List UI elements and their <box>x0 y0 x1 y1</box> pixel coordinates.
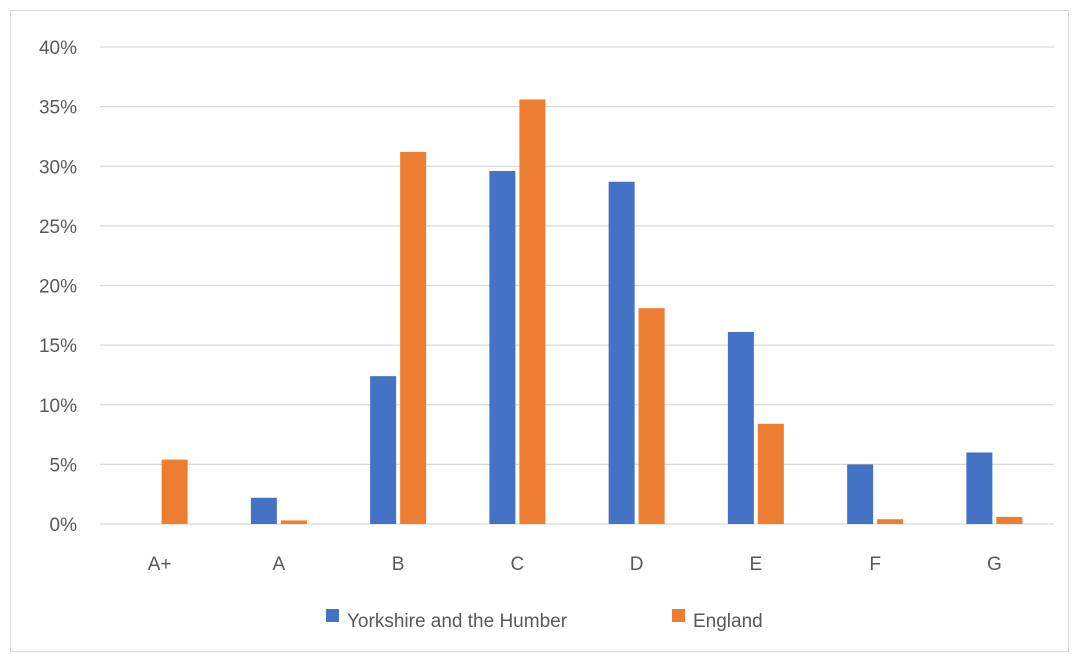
legend-label: England <box>693 611 763 632</box>
legend-swatch <box>326 609 339 622</box>
bar-series-2 <box>877 519 904 524</box>
bars <box>161 99 1023 524</box>
bar-series-2 <box>400 151 427 524</box>
bar-series-1 <box>727 332 754 524</box>
x-tick-label: A <box>273 554 286 575</box>
bar-series-1 <box>489 171 516 524</box>
y-tick-label: 40% <box>39 38 77 59</box>
x-axis-ticks: A+ A B C D E F G <box>148 554 1002 575</box>
bar-series-1 <box>608 181 635 524</box>
bar-series-2 <box>519 99 546 524</box>
x-tick-label: G <box>987 554 1002 575</box>
y-axis-ticks: 0% 5% 10% 15% 20% 25% 30% 35% 40% <box>39 38 77 536</box>
bar-series-2 <box>638 308 665 524</box>
x-tick-label: A+ <box>148 554 172 575</box>
bar-series-1 <box>966 452 993 524</box>
bar-series-2 <box>280 520 307 524</box>
y-tick-label: 15% <box>39 336 77 357</box>
x-tick-label: D <box>630 554 644 575</box>
y-tick-label: 20% <box>39 277 77 298</box>
y-tick-label: 25% <box>39 217 77 238</box>
bar-series-1 <box>847 464 874 524</box>
legend: Yorkshire and the Humber England <box>326 609 763 632</box>
x-tick-label: B <box>392 554 405 575</box>
bar-series-2 <box>161 459 188 524</box>
y-tick-label: 10% <box>39 396 77 417</box>
bar-series-1 <box>370 376 397 524</box>
y-tick-label: 35% <box>39 98 77 119</box>
bar-series-1 <box>250 497 277 524</box>
bar-series-2 <box>996 516 1023 524</box>
bar-series-2 <box>757 423 784 524</box>
gridlines <box>100 46 1054 525</box>
y-tick-label: 0% <box>50 515 78 536</box>
x-tick-label: F <box>869 554 881 575</box>
x-tick-label: E <box>750 554 763 575</box>
x-tick-label: C <box>511 554 525 575</box>
legend-label: Yorkshire and the Humber <box>347 611 568 632</box>
y-tick-label: 30% <box>39 157 77 178</box>
legend-swatch <box>672 609 685 622</box>
y-tick-label: 5% <box>50 455 78 476</box>
